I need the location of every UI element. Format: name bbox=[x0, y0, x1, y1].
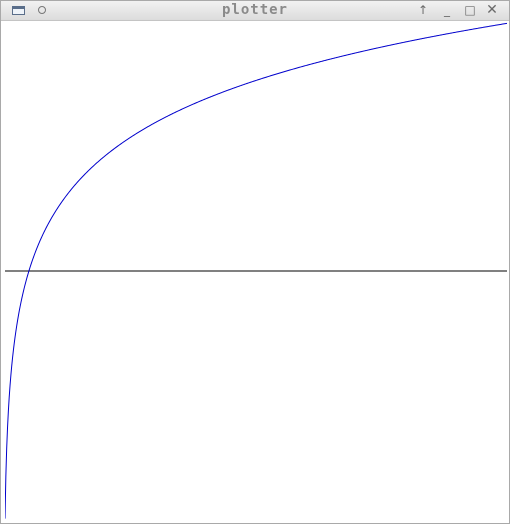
window-title: plotter bbox=[221, 2, 288, 18]
window-menu-icon[interactable] bbox=[10, 3, 26, 17]
close-icon[interactable]: ✕ bbox=[486, 2, 498, 18]
function-curve bbox=[5, 22, 507, 519]
plot-canvas bbox=[5, 21, 507, 521]
sticky-pin-icon[interactable] bbox=[34, 3, 50, 17]
maximize-icon[interactable]: □ bbox=[464, 3, 476, 17]
minimize-icon[interactable]: _ bbox=[444, 3, 450, 17]
keep-above-icon[interactable]: ↑ bbox=[417, 3, 429, 17]
title-bar[interactable]: plotter ↑ _ □ ✕ bbox=[1, 1, 509, 21]
plot-svg bbox=[5, 22, 507, 519]
